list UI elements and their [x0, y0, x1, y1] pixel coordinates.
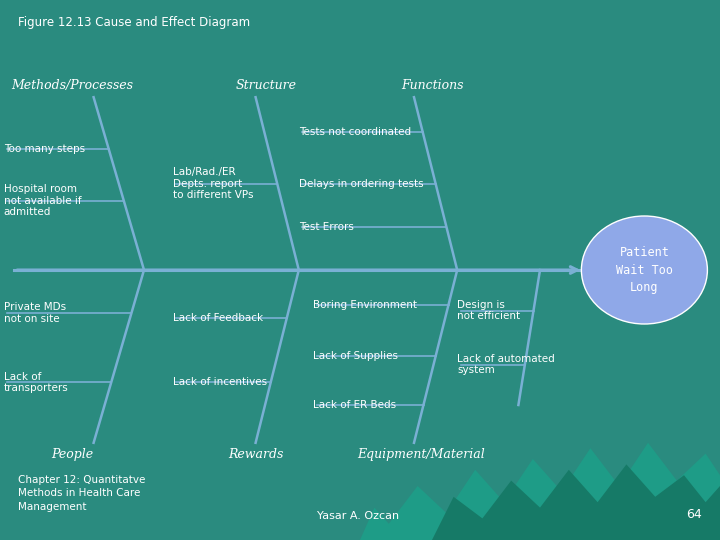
Text: 64: 64	[686, 508, 702, 521]
Text: Too many steps: Too many steps	[4, 144, 85, 154]
Text: Private MDs
not on site: Private MDs not on site	[4, 302, 66, 324]
Text: Patient
Wait Too
Long: Patient Wait Too Long	[616, 246, 673, 294]
Polygon shape	[360, 443, 720, 540]
Text: Design is
not efficient: Design is not efficient	[457, 300, 521, 321]
Text: Lack of
transporters: Lack of transporters	[4, 372, 68, 393]
Text: Rewards: Rewards	[228, 448, 283, 461]
Text: Lab/Rad./ER
Depts. report
to different VPs: Lab/Rad./ER Depts. report to different V…	[173, 167, 253, 200]
Text: Equipment/Material: Equipment/Material	[357, 448, 485, 461]
Text: Delays in ordering tests: Delays in ordering tests	[299, 179, 423, 188]
Text: Boring Environment: Boring Environment	[313, 300, 417, 309]
Text: Functions: Functions	[401, 79, 463, 92]
Text: Lack of Feedback: Lack of Feedback	[173, 313, 263, 323]
Text: Lack of automated
system: Lack of automated system	[457, 354, 555, 375]
Text: Lack of Supplies: Lack of Supplies	[313, 352, 398, 361]
Text: Figure 12.13 Cause and Effect Diagram: Figure 12.13 Cause and Effect Diagram	[18, 16, 250, 29]
Text: Yasar A. Ozcan: Yasar A. Ozcan	[317, 511, 399, 521]
Text: Methods/Processes: Methods/Processes	[11, 79, 133, 92]
Text: Structure: Structure	[236, 79, 297, 92]
Text: Test Errors: Test Errors	[299, 222, 354, 232]
Text: People: People	[51, 448, 93, 461]
Text: Lack of incentives: Lack of incentives	[173, 377, 267, 387]
Polygon shape	[432, 464, 720, 540]
Text: Lack of ER Beds: Lack of ER Beds	[313, 400, 396, 410]
Text: Chapter 12: Quantitatve
Methods in Health Care
Management: Chapter 12: Quantitatve Methods in Healt…	[18, 475, 145, 511]
Text: Hospital room
not available if
admitted: Hospital room not available if admitted	[4, 184, 81, 218]
Text: Tests not coordinated: Tests not coordinated	[299, 127, 411, 137]
Ellipse shape	[582, 216, 707, 324]
